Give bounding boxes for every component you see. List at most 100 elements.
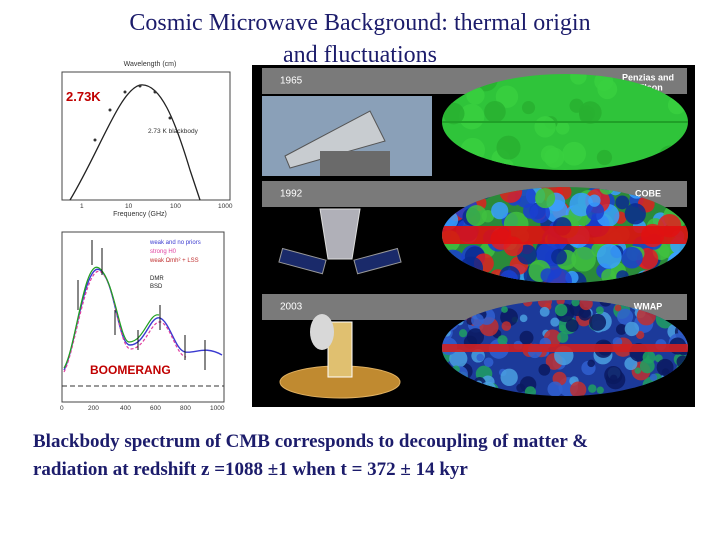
map-fluctuation bbox=[571, 246, 596, 272]
caption-line: radiation at redshift z =1088 ±1 when t … bbox=[33, 459, 468, 480]
solar-panel bbox=[353, 247, 402, 275]
map-fluctuation bbox=[596, 386, 604, 394]
satellite-body bbox=[319, 208, 361, 260]
plot-frame bbox=[61, 71, 231, 201]
temperature-label: 2.73K bbox=[66, 89, 101, 104]
galactic-plane bbox=[442, 344, 688, 352]
map-fluctuation bbox=[550, 317, 560, 327]
map-fluctuation bbox=[500, 368, 518, 386]
map-fluctuation bbox=[501, 306, 508, 313]
experiment-label: BOOMERANG bbox=[90, 363, 171, 377]
map-fluctuation bbox=[554, 303, 568, 317]
map-fluctuation bbox=[617, 308, 634, 325]
map-fluctuation bbox=[501, 321, 512, 331]
mission-name: WMAP bbox=[634, 301, 663, 311]
map-fluctuation bbox=[596, 149, 613, 166]
map-fluctuation bbox=[614, 304, 622, 312]
map-fluctuation bbox=[642, 350, 656, 364]
map-fluctuation bbox=[519, 330, 534, 345]
map-fluctuation bbox=[649, 373, 658, 382]
legend-entry: DMR bbox=[150, 276, 164, 282]
horn-antenna bbox=[284, 110, 386, 169]
map-fluctuation bbox=[449, 349, 468, 368]
axis-label: Wavelength (cm) bbox=[124, 61, 177, 68]
map-fluctuation bbox=[596, 243, 622, 269]
solar-panel bbox=[278, 247, 327, 275]
tick-label: 100 bbox=[170, 203, 181, 210]
map-fluctuation bbox=[624, 203, 646, 225]
tick-label: 1000 bbox=[210, 405, 225, 412]
error-bars bbox=[77, 240, 206, 370]
galactic-plane bbox=[442, 226, 688, 244]
map-fluctuation bbox=[442, 102, 465, 125]
axis-label: Frequency (GHz) bbox=[113, 211, 167, 218]
tick-label: 200 bbox=[88, 405, 99, 412]
model-curve bbox=[63, 270, 187, 373]
map-fluctuation bbox=[621, 246, 643, 269]
curve-label: 2.73 K blackbody bbox=[148, 128, 199, 135]
map-fluctuation bbox=[539, 306, 550, 317]
mission-name: COBE bbox=[635, 188, 661, 198]
map-fluctuation bbox=[537, 300, 553, 309]
map-fluctuation bbox=[471, 313, 484, 327]
map-fluctuation bbox=[516, 383, 526, 393]
map-fluctuation bbox=[570, 74, 587, 85]
map-fluctuation bbox=[624, 357, 638, 371]
map-fluctuation bbox=[555, 121, 570, 135]
map-fluctuation bbox=[558, 324, 566, 332]
map-fluctuation bbox=[495, 85, 519, 108]
legend-entry: weak and no priors bbox=[149, 240, 201, 246]
map-fluctuation bbox=[484, 100, 506, 123]
map-fluctuation bbox=[465, 205, 487, 227]
tick-label: 800 bbox=[180, 405, 191, 412]
map-fluctuation bbox=[519, 314, 528, 323]
tick-label: 600 bbox=[150, 405, 161, 412]
map-fluctuation bbox=[565, 319, 579, 332]
map-fluctuation bbox=[544, 147, 565, 168]
map-fluctuation bbox=[615, 324, 627, 335]
map-fluctuation bbox=[534, 116, 556, 138]
map-fluctuation bbox=[497, 335, 508, 346]
legend: weak and no priors strong H0 weak Ωmh² +… bbox=[149, 240, 201, 290]
map-fluctuation bbox=[615, 195, 630, 210]
title-line: Cosmic Microwave Background: thermal ori… bbox=[129, 10, 591, 36]
map-fluctuation bbox=[483, 357, 494, 368]
map-fluctuation bbox=[491, 202, 509, 220]
spectrum-panel: Wavelength (cm) 2.73K 2.73 K blackbody 1… bbox=[61, 61, 233, 218]
map-fluctuation bbox=[587, 359, 595, 368]
caption-line: Blackbody spectrum of CMB corresponds to… bbox=[33, 431, 589, 452]
map-fluctuation bbox=[557, 331, 569, 343]
mission-year: 1965 bbox=[280, 76, 303, 87]
antenna-base bbox=[320, 151, 390, 176]
legend-entry: strong H0 bbox=[150, 249, 177, 255]
map-fluctuation bbox=[496, 135, 521, 160]
map-fluctuation bbox=[547, 268, 572, 283]
map-fluctuation bbox=[570, 381, 587, 396]
power-panel: weak and no priors strong H0 weak Ωmh² +… bbox=[60, 231, 225, 412]
map-fluctuation bbox=[588, 384, 597, 393]
data-points bbox=[93, 84, 172, 142]
map-fluctuation bbox=[458, 329, 468, 338]
map-fluctuation bbox=[556, 300, 565, 306]
map-fluctuation bbox=[538, 363, 551, 376]
map-fluctuation bbox=[624, 321, 640, 337]
galactic-plane bbox=[442, 121, 688, 123]
tick-label: 400 bbox=[120, 405, 131, 412]
tick-label: 1 bbox=[80, 203, 84, 210]
map-fluctuation bbox=[579, 109, 593, 123]
map-fluctuation bbox=[535, 187, 556, 209]
map-fluctuation bbox=[562, 141, 587, 166]
mission-name: Penzias and bbox=[622, 72, 674, 82]
map-fluctuation bbox=[589, 313, 607, 331]
map-fluctuation bbox=[521, 101, 536, 115]
map-fluctuation bbox=[571, 300, 580, 307]
reflector bbox=[310, 314, 334, 350]
title-line: and fluctuations bbox=[283, 42, 437, 68]
map-fluctuation bbox=[551, 248, 567, 265]
plot-frame bbox=[61, 231, 225, 403]
map-fluctuation bbox=[547, 381, 563, 396]
tick-label: 0 bbox=[60, 405, 64, 412]
